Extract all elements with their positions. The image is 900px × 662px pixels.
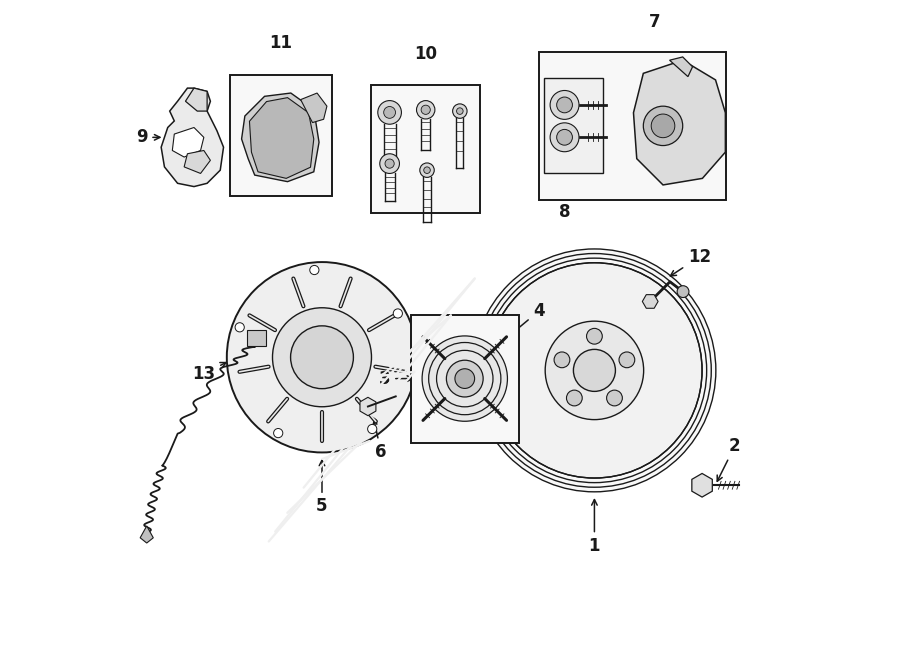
Circle shape — [456, 108, 464, 115]
Text: 12: 12 — [670, 248, 711, 276]
Bar — [371, 85, 480, 213]
Text: 3: 3 — [379, 369, 413, 387]
Polygon shape — [161, 88, 223, 187]
Circle shape — [383, 107, 395, 118]
Circle shape — [644, 106, 683, 146]
Circle shape — [291, 326, 354, 389]
Bar — [538, 52, 725, 200]
Polygon shape — [241, 93, 319, 181]
Circle shape — [557, 97, 572, 113]
Circle shape — [385, 159, 394, 168]
Text: 10: 10 — [414, 45, 436, 63]
Circle shape — [235, 322, 244, 332]
Circle shape — [487, 263, 702, 478]
Bar — [544, 78, 603, 173]
Circle shape — [422, 336, 508, 421]
Text: 13: 13 — [193, 363, 226, 383]
Text: 8: 8 — [559, 181, 571, 220]
Circle shape — [273, 308, 372, 406]
Circle shape — [393, 309, 402, 318]
Polygon shape — [634, 60, 725, 185]
Circle shape — [566, 390, 582, 406]
Circle shape — [554, 352, 570, 367]
Circle shape — [587, 328, 602, 344]
Polygon shape — [301, 93, 327, 122]
Circle shape — [545, 321, 644, 420]
Circle shape — [446, 360, 483, 397]
Circle shape — [227, 262, 418, 452]
Polygon shape — [360, 397, 376, 416]
Circle shape — [454, 369, 474, 389]
Text: 4: 4 — [503, 302, 544, 341]
Text: 7: 7 — [649, 13, 661, 32]
Circle shape — [619, 352, 634, 367]
Circle shape — [417, 101, 435, 119]
Text: 1: 1 — [589, 537, 600, 555]
Polygon shape — [643, 295, 658, 308]
Circle shape — [310, 265, 319, 275]
Text: 11: 11 — [269, 34, 292, 52]
Circle shape — [453, 104, 467, 118]
Circle shape — [424, 167, 430, 173]
Circle shape — [557, 129, 572, 145]
Circle shape — [607, 390, 623, 406]
Polygon shape — [184, 150, 211, 173]
Text: 6: 6 — [373, 421, 387, 461]
Circle shape — [274, 428, 283, 438]
Polygon shape — [185, 88, 207, 111]
Bar — [248, 330, 266, 346]
Circle shape — [380, 154, 400, 173]
Circle shape — [652, 114, 675, 138]
Circle shape — [573, 350, 616, 391]
Circle shape — [677, 286, 688, 297]
Polygon shape — [249, 97, 314, 178]
Circle shape — [378, 101, 401, 124]
Circle shape — [550, 123, 579, 152]
Bar — [230, 75, 332, 197]
Circle shape — [367, 424, 377, 434]
Circle shape — [419, 163, 434, 177]
Bar — [410, 314, 519, 443]
Text: 9: 9 — [136, 128, 160, 146]
Text: 2: 2 — [717, 437, 741, 481]
Circle shape — [421, 105, 430, 115]
Polygon shape — [692, 473, 712, 497]
Polygon shape — [140, 526, 153, 543]
Circle shape — [550, 91, 579, 119]
Text: 5: 5 — [316, 497, 328, 515]
Polygon shape — [670, 57, 693, 77]
Polygon shape — [172, 128, 203, 157]
Circle shape — [473, 249, 716, 492]
